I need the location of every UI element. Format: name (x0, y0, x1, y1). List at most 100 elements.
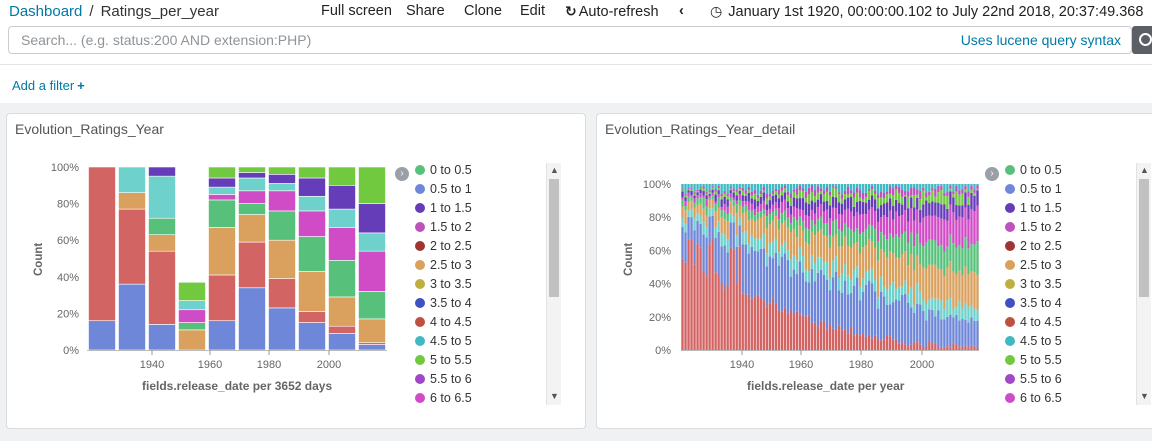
legend-item[interactable]: 4.5 to 5 (1005, 334, 1062, 352)
panel-title[interactable]: Evolution_Ratings_Year_detail (605, 121, 796, 137)
bar-segment[interactable] (922, 190, 925, 205)
bar-segment[interactable] (855, 333, 859, 350)
bar-segment[interactable] (928, 239, 931, 265)
bar-segment[interactable] (726, 239, 729, 253)
bar-segment[interactable] (852, 197, 856, 207)
bar-segment[interactable] (895, 211, 898, 235)
bar-segment[interactable] (834, 271, 838, 330)
bar-segment[interactable] (810, 269, 814, 324)
bar-segment[interactable] (861, 184, 865, 194)
bar-segment[interactable] (328, 185, 356, 210)
bar-segment[interactable] (777, 184, 781, 190)
bar-segment[interactable] (813, 281, 817, 323)
bar-segment[interactable] (967, 306, 970, 323)
bar-segment[interactable] (946, 184, 949, 192)
bar-segment[interactable] (795, 311, 799, 350)
bar-segment[interactable] (843, 199, 847, 210)
bar-segment[interactable] (943, 308, 946, 320)
bar-segment[interactable] (873, 335, 877, 350)
bar-segment[interactable] (964, 207, 967, 238)
bar-segment[interactable] (907, 293, 910, 303)
bar-segment[interactable] (178, 309, 206, 323)
bar-segment[interactable] (759, 184, 762, 191)
bar-segment[interactable] (807, 271, 811, 283)
bar-segment[interactable] (705, 237, 708, 277)
bar-segment[interactable] (895, 199, 898, 212)
bar-segment[interactable] (822, 235, 826, 263)
bar-segment[interactable] (765, 184, 768, 194)
bar-segment[interactable] (723, 288, 726, 350)
bar-segment[interactable] (858, 286, 862, 301)
bar-segment[interactable] (690, 217, 693, 241)
bar-segment[interactable] (705, 276, 708, 350)
bar-segment[interactable] (876, 184, 880, 195)
bar-segment[interactable] (777, 219, 781, 230)
bar-segment[interactable] (732, 192, 735, 198)
bar-segment[interactable] (901, 189, 904, 197)
bar-segment[interactable] (708, 193, 711, 196)
bar-segment[interactable] (855, 187, 859, 193)
bar-segment[interactable] (885, 335, 889, 350)
legend-item[interactable]: 3 to 3.5 (415, 277, 472, 295)
bar-segment[interactable] (913, 187, 916, 196)
bar-segment[interactable] (919, 304, 922, 345)
bar-segment[interactable] (892, 282, 895, 303)
clone-button[interactable]: Clone (464, 3, 502, 19)
bar-segment[interactable] (840, 273, 844, 293)
bar-segment[interactable] (813, 190, 817, 197)
bar-segment[interactable] (940, 218, 943, 246)
bar-segment[interactable] (801, 210, 805, 221)
bar-segment[interactable] (864, 284, 868, 337)
bar-segment[interactable] (768, 194, 772, 197)
bar-segment[interactable] (178, 329, 206, 351)
bar-segment[interactable] (298, 195, 326, 212)
bar-segment[interactable] (756, 238, 759, 252)
bar-segment[interactable] (916, 283, 919, 304)
bar-segment[interactable] (934, 240, 937, 265)
bar-segment[interactable] (786, 313, 790, 350)
bar-segment[interactable] (961, 318, 964, 347)
bar-segment[interactable] (786, 250, 790, 260)
bar-segment[interactable] (702, 191, 705, 196)
bar-segment[interactable] (849, 196, 853, 212)
bar-segment[interactable] (795, 274, 799, 312)
bar-segment[interactable] (690, 195, 693, 197)
bar-segment[interactable] (702, 197, 705, 209)
bar-segment[interactable] (928, 299, 931, 310)
bar-segment[interactable] (88, 166, 116, 322)
bar-segment[interactable] (702, 184, 705, 187)
full-screen-button[interactable]: Full screen (321, 3, 392, 19)
bar-segment[interactable] (696, 213, 699, 221)
bar-segment[interactable] (792, 184, 796, 190)
bar-segment[interactable] (879, 276, 883, 292)
bar-segment[interactable] (831, 221, 835, 237)
bar-segment[interactable] (765, 306, 768, 350)
bar-segment[interactable] (864, 271, 868, 285)
bar-segment[interactable] (723, 210, 726, 220)
bar-segment[interactable] (328, 166, 356, 186)
bar-segment[interactable] (744, 244, 747, 295)
bar-segment[interactable] (840, 245, 844, 274)
bar-segment[interactable] (765, 266, 768, 307)
bar-segment[interactable] (934, 215, 937, 241)
bar-segment[interactable] (901, 204, 904, 216)
bar-segment[interactable] (777, 265, 781, 311)
legend-item[interactable]: 1 to 1.5 (1005, 201, 1062, 219)
bar-segment[interactable] (919, 190, 922, 200)
bar-segment[interactable] (907, 196, 910, 209)
bar-segment[interactable] (798, 261, 802, 315)
bar-segment[interactable] (777, 207, 781, 220)
bar-segment[interactable] (711, 215, 714, 239)
bar-segment[interactable] (849, 193, 853, 197)
bar-segment[interactable] (732, 200, 735, 207)
bar-segment[interactable] (958, 184, 961, 191)
bar-segment[interactable] (955, 205, 958, 220)
bar-segment[interactable] (807, 315, 811, 350)
bar-segment[interactable] (907, 208, 910, 222)
bar-segment[interactable] (910, 254, 913, 288)
bar-segment[interactable] (801, 315, 805, 350)
bar-segment[interactable] (858, 234, 862, 254)
bar-segment[interactable] (690, 196, 693, 201)
bar-segment[interactable] (732, 188, 735, 191)
bar-segment[interactable] (696, 184, 699, 190)
